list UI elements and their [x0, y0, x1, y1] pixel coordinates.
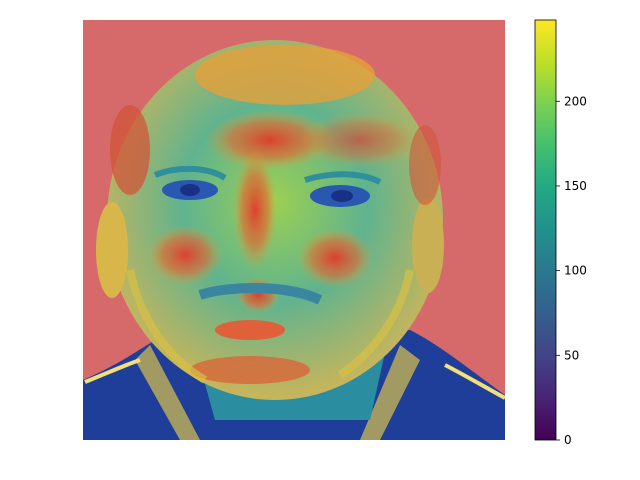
colorbar-tick-label: 0 — [564, 433, 572, 447]
colorbar-ticks: 0 50 100 150 200 — [556, 94, 587, 447]
heatmap-image — [83, 20, 505, 440]
colorbar-tick-label: 150 — [564, 179, 587, 193]
colorbar-tick-label: 200 — [564, 94, 587, 108]
colorbar-tick-label: 100 — [564, 264, 587, 278]
colorbar-tick-label: 50 — [564, 348, 579, 362]
colorbar: 0 50 100 150 200 — [534, 19, 587, 447]
colorbar-gradient — [534, 19, 557, 441]
